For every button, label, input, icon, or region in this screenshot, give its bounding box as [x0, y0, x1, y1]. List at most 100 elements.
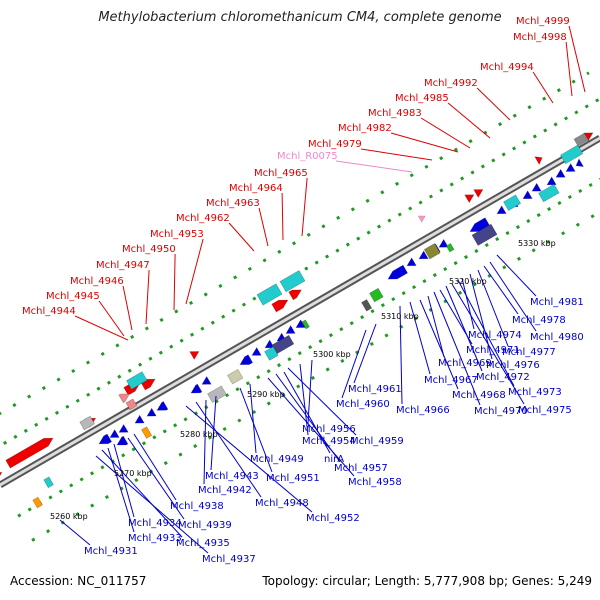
forward-gene-shape [271, 299, 289, 313]
orange-feature-shape [141, 426, 153, 439]
bottom-gene-label: Mchl_4961 [348, 384, 402, 395]
top-gene-label: Mchl_R0075 [277, 151, 338, 162]
bottom-gene-label: Mchl_4975 [518, 405, 572, 416]
top-leader-line [228, 222, 255, 252]
forward-gene [464, 194, 475, 204]
forward-gene [534, 156, 543, 166]
gene-features [0, 132, 594, 509]
reverse-gene-shape [201, 375, 212, 385]
reverse-gene [295, 319, 306, 328]
reverse-gene [555, 168, 566, 178]
bottom-leader-line [439, 289, 473, 345]
reverse-gene [109, 429, 120, 438]
bottom-leader-line [483, 265, 519, 315]
bottom-leader-line [461, 277, 475, 330]
top-gene-label: Mchl_4982 [338, 123, 392, 134]
forward-gene-pale-shape [118, 393, 131, 404]
bottom-leader-line [307, 359, 313, 424]
top-leader-line [258, 207, 269, 247]
reverse-gene-shape [118, 423, 129, 433]
forward-gene [0, 472, 3, 481]
top-leader-line [568, 25, 586, 93]
bottom-leader-line [341, 329, 367, 399]
reverse-gene-shape [251, 346, 262, 356]
bottom-leader-line [101, 449, 183, 538]
top-gene-label: Mchl_4983 [368, 108, 422, 119]
bottom-leader-line [427, 295, 445, 358]
top-gene-label: Mchl_4964 [229, 183, 283, 194]
bottom-gene-label: Mchl_4952 [306, 513, 360, 524]
green-feature [445, 243, 455, 253]
forward-gene [288, 289, 302, 301]
bottom-leader-line [451, 283, 525, 405]
reverse-gene-shape [575, 158, 585, 167]
bottom-gene-label: Mchl_4966 [396, 405, 450, 416]
reverse-gene [496, 205, 507, 215]
top-leader-line [390, 132, 459, 153]
top-leader-line [301, 177, 308, 237]
top-gene-label: Mchl_4953 [150, 229, 204, 240]
top-gene-label: Mchl_4945 [46, 291, 100, 302]
bottom-gene-label: Mchl_4967 [424, 375, 478, 386]
bottom-gene-label: Mchl_4942 [198, 485, 252, 496]
reverse-gene [406, 257, 417, 267]
bottom-gene-label: Mchl_4958 [348, 477, 402, 488]
backbone-highlight [0, 136, 600, 487]
bottom-gene-label: Mchl_4973 [508, 387, 562, 398]
bottom-leader-line [133, 433, 177, 501]
scale-5310: 5310 kbp [381, 312, 419, 321]
forward-gene-shape [0, 472, 3, 481]
forward-gene [5, 437, 54, 469]
bottom-leader-line [287, 367, 357, 436]
gray-feature [207, 385, 227, 403]
gray-feature [573, 132, 589, 147]
bottom-leader-line [496, 254, 537, 297]
reverse-gene [418, 250, 429, 260]
cyan-feature [126, 371, 148, 390]
reverse-gene [531, 182, 542, 192]
top-gene-label: Mchl_4944 [22, 306, 76, 317]
reverse-gene [98, 433, 113, 445]
top-leader-line [74, 315, 129, 341]
reverse-gene [156, 401, 169, 411]
top-leader-line [476, 87, 511, 121]
reverse-gene-shape [285, 324, 296, 334]
cyan-feature-shape [538, 183, 560, 203]
olive-feature [423, 243, 441, 260]
top-gene-label: Mchl_4992 [424, 78, 478, 89]
gray-dark-feature [361, 299, 373, 312]
reverse-gene-shape [146, 407, 157, 417]
bottom-gene-label: Mchl_4938 [170, 501, 224, 512]
cyan-feature-shape [126, 371, 148, 390]
reverse-gene [190, 383, 203, 394]
rna-feature-shape [417, 215, 426, 223]
bottom-leader-line [267, 377, 355, 477]
reverse-gene-shape [116, 435, 129, 446]
forward-gene-pale [118, 393, 131, 404]
cyan-feature [503, 194, 522, 211]
scale-5260: 5260 kbp [50, 512, 88, 521]
reverse-gene-shape [546, 176, 557, 186]
top-leader-line [335, 160, 413, 173]
reverse-gene-shape [418, 250, 429, 260]
bottom-gene-label: Mchl_4959 [350, 436, 404, 447]
bottom-leader-line [127, 437, 185, 520]
bottom-leader-line [457, 279, 515, 387]
reverse-gene [387, 264, 408, 280]
genome-backbone [0, 134, 600, 489]
cyan-feature [279, 270, 306, 293]
cyan-feature [560, 144, 584, 165]
bottom-leader-line [445, 285, 483, 372]
bottom-gene-label: Mchl_4954 [302, 436, 356, 447]
cyan-feature-shape [279, 270, 306, 293]
top-leader-line [145, 269, 150, 325]
scale-5330: 5330 kbp [518, 239, 556, 248]
forward-gene-shape [464, 194, 475, 204]
bottom-gene-label: Mchl_4935 [176, 538, 230, 549]
forward-gene-shape [5, 437, 54, 469]
bottom-gene-label: Mchl_4951 [266, 473, 320, 484]
olive-feature-shape [423, 243, 441, 260]
bottom-gene-label: Mchl_4933 [128, 533, 182, 544]
